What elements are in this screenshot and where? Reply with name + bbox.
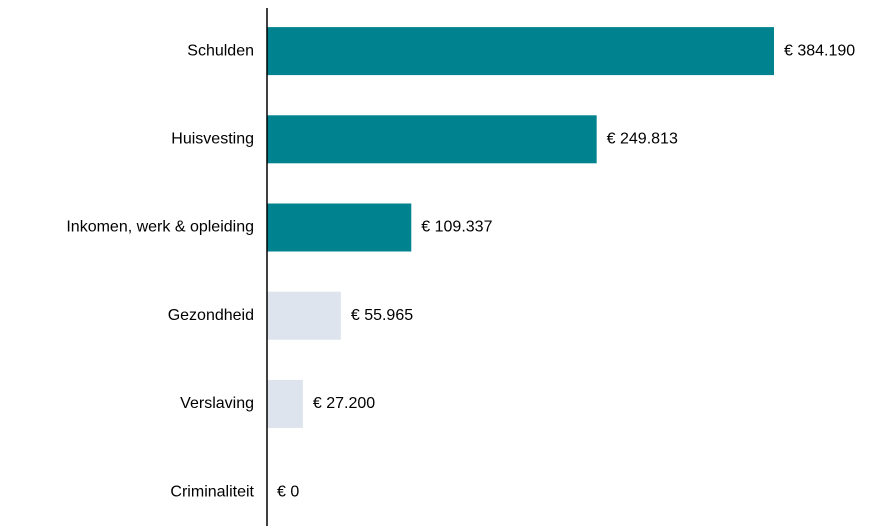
category-label: Inkomen, werk & opleiding <box>66 219 254 236</box>
category-label: Verslaving <box>180 395 254 412</box>
value-label: € 249.813 <box>607 131 678 148</box>
bar <box>267 27 774 76</box>
category-label: Schulden <box>187 42 254 59</box>
category-label: Criminaliteit <box>170 483 254 500</box>
bar <box>267 291 341 340</box>
value-label: € 27.200 <box>313 395 375 412</box>
value-label: € 109.337 <box>421 219 492 236</box>
bar <box>267 379 303 428</box>
value-label: € 55.965 <box>351 307 413 324</box>
bar <box>267 203 412 252</box>
value-label: € 0 <box>277 483 299 500</box>
category-label: Gezondheid <box>168 307 254 324</box>
value-label: € 384.190 <box>784 42 855 59</box>
bar <box>267 115 597 164</box>
category-label: Huisvesting <box>171 131 254 148</box>
